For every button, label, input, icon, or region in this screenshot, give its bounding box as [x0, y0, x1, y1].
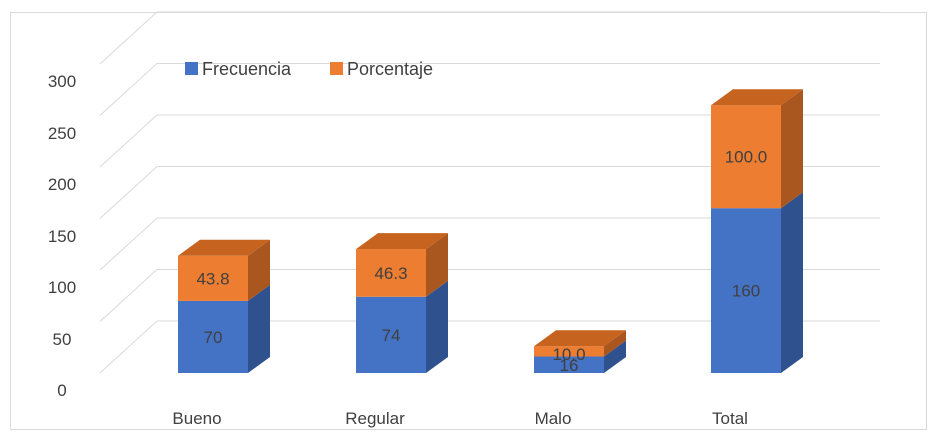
- gridline-diagonal: [99, 217, 158, 271]
- data-label: 74: [382, 326, 401, 345]
- gridline-diagonal: [99, 63, 158, 116]
- legend-label[interactable]: Frecuencia: [202, 59, 292, 79]
- bar-side-porcentaje: [248, 239, 270, 301]
- gridline-diagonal: [99, 166, 158, 219]
- legend[interactable]: Frecuencia Porcentaje: [185, 59, 433, 79]
- bar-side-porcentaje: [781, 89, 803, 209]
- data-label: 46.3: [374, 264, 407, 283]
- bar-side-porcentaje: [604, 330, 626, 357]
- bar-side-frecuencia: [781, 192, 803, 373]
- bar-porcentaje[interactable]: [356, 249, 426, 297]
- bar-frecuencia[interactable]: [178, 300, 248, 373]
- y-axis-ticks: 0 50 100 150 200 250 300: [48, 72, 76, 400]
- data-label: 43.8: [196, 269, 229, 288]
- y-tick-label: 300: [48, 72, 76, 91]
- data-label: 70: [204, 328, 223, 347]
- bar-side-frecuencia: [604, 340, 626, 373]
- data-label: 10.0: [552, 345, 585, 364]
- gridline-diagonal: [99, 114, 158, 168]
- y-tick-label: 50: [53, 330, 72, 349]
- bar-frecuencia[interactable]: [356, 296, 426, 373]
- bar-frecuencia[interactable]: [711, 208, 781, 373]
- y-tick-label: 250: [48, 124, 76, 143]
- legend-swatch[interactable]: [330, 62, 343, 75]
- category-label: Regular: [345, 409, 405, 428]
- y-tick-label: 100: [48, 278, 76, 297]
- y-tick-label: 200: [48, 175, 76, 194]
- data-label: 160: [732, 282, 760, 301]
- category-label: Total: [712, 409, 748, 428]
- data-label: 100.0: [725, 148, 768, 167]
- bar-side-frecuencia: [248, 284, 270, 373]
- bar-top-porcentaje: [534, 330, 626, 347]
- category-label: Bueno: [172, 409, 221, 428]
- bar-top-porcentaje: [711, 89, 803, 106]
- gridline-diagonal: [99, 269, 158, 322]
- bar-porcentaje[interactable]: [178, 255, 248, 301]
- bar-frecuencia[interactable]: [534, 356, 604, 373]
- y-tick-label: 150: [48, 227, 76, 246]
- gridline-diagonal: [99, 320, 158, 374]
- bar-porcentaje[interactable]: [534, 346, 604, 357]
- bar-top-porcentaje: [356, 233, 448, 250]
- legend-swatch[interactable]: [185, 62, 198, 75]
- category-labels: Bueno Regular Malo Total: [172, 409, 748, 428]
- bar-porcentaje[interactable]: [711, 105, 781, 209]
- y-tick-label: 0: [57, 381, 66, 400]
- category-label: Malo: [535, 409, 572, 428]
- bar-side-frecuencia: [426, 280, 448, 373]
- bar-top-porcentaje: [178, 239, 270, 256]
- gridline-diagonal: [99, 11, 158, 65]
- legend-label[interactable]: Porcentaje: [347, 59, 433, 79]
- bar-side-porcentaje: [426, 233, 448, 297]
- data-label: 16: [560, 356, 579, 375]
